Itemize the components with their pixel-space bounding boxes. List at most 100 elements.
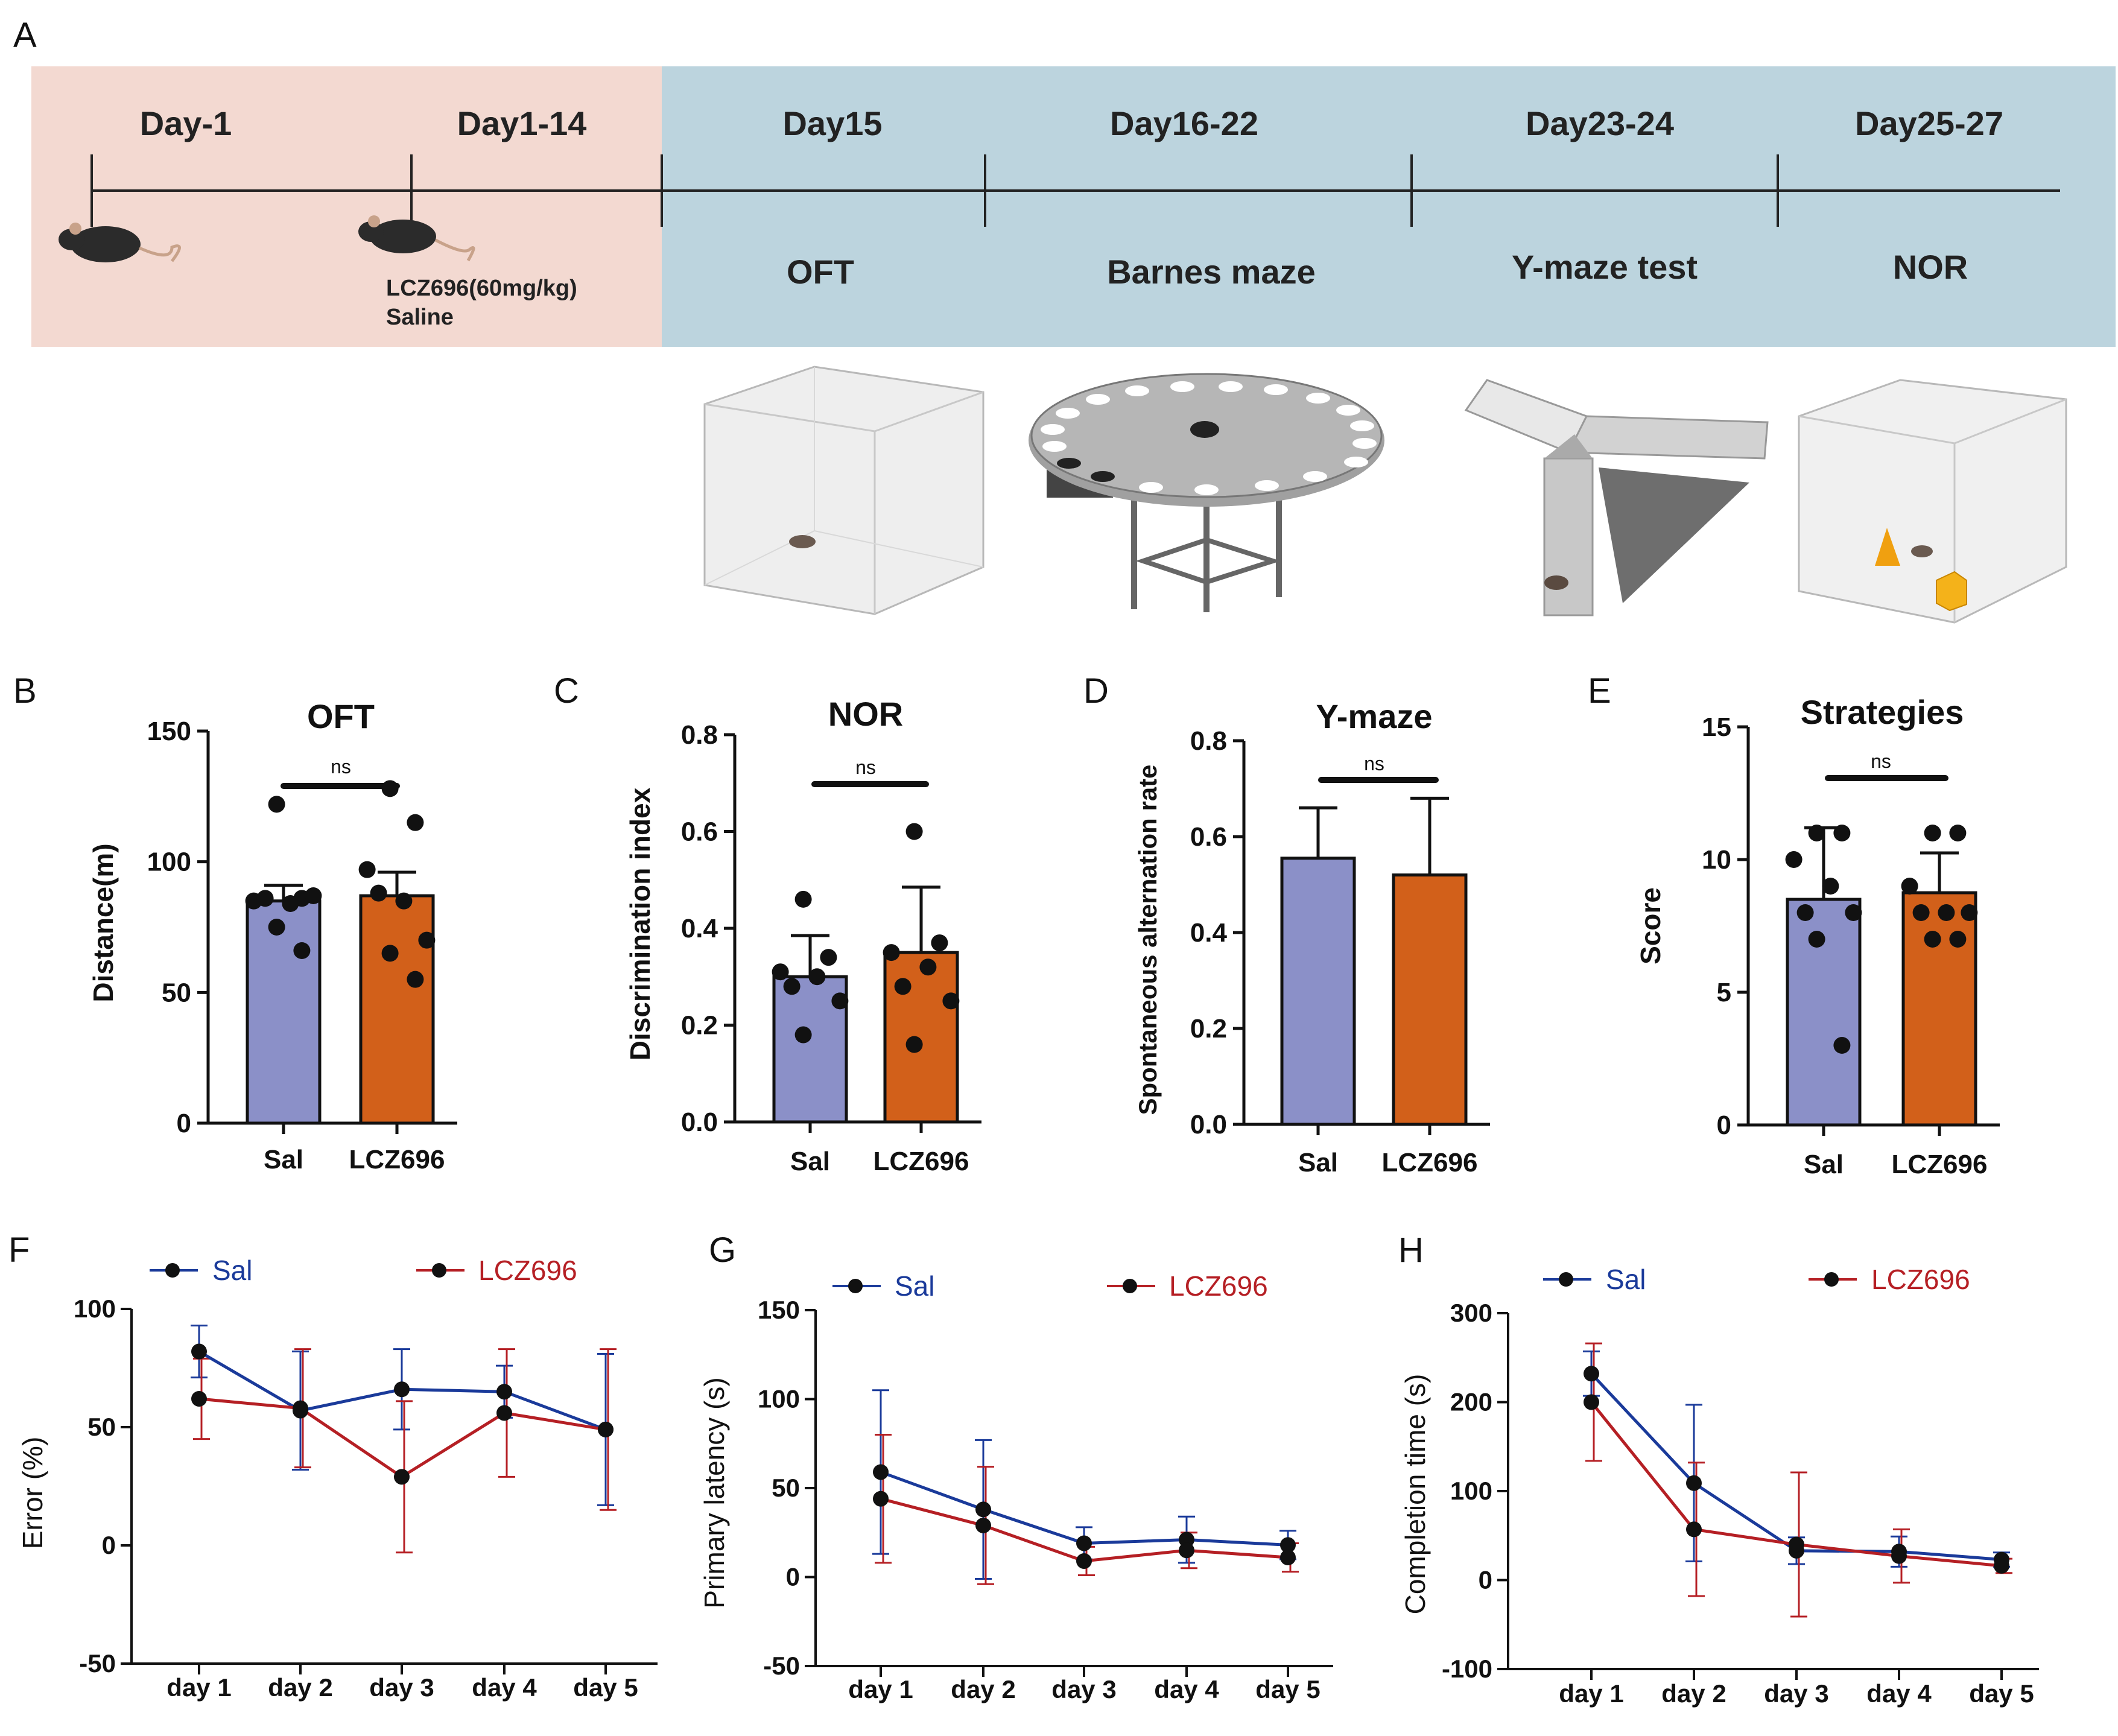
legend-label-lcz696: LCZ696	[1871, 1264, 1970, 1295]
test-label-oft: OFT	[787, 253, 854, 291]
timeline-day-label: Day15	[782, 104, 882, 142]
data-point	[394, 1381, 410, 1398]
timeline-day-label: Day1-14	[457, 104, 587, 142]
timeline-day-label: Day16-22	[1110, 104, 1258, 142]
data-point	[1796, 904, 1814, 921]
mouse-icon	[59, 223, 181, 262]
y-axis-label: Distance(m)	[87, 843, 119, 1002]
line-chart-completion-time: Completion time (s) Sal LCZ696 -100 0 100 2…	[1400, 1264, 2039, 1708]
data-point	[381, 945, 399, 962]
x-tick-label: day 5	[573, 1673, 638, 1702]
y-tick-label: 50	[87, 1413, 116, 1441]
open-field-box-icon	[703, 366, 984, 615]
x-tick-label: LCZ696	[874, 1147, 969, 1176]
bar-chart-ymaze: Y-maze Spontaneous alternation rate Sal …	[1134, 697, 1490, 1177]
data-point	[305, 887, 322, 904]
data-point	[1076, 1535, 1092, 1551]
bar-lcz696	[883, 951, 959, 1124]
legend-marker	[1824, 1272, 1839, 1287]
y-tick-label: 50	[162, 978, 191, 1007]
x-tick-label: day 1	[848, 1675, 913, 1703]
data-point	[191, 1390, 207, 1407]
legend-label-sal: Sal	[1606, 1264, 1646, 1295]
data-point	[1822, 878, 1839, 895]
y-tick-label: 0.4	[681, 914, 718, 943]
data-point	[1785, 851, 1803, 868]
data-point	[1949, 825, 1967, 841]
data-point	[1924, 931, 1941, 948]
data-point	[772, 963, 789, 981]
y-tick-label: 0.0	[681, 1107, 718, 1137]
timeline-day-label: Day23-24	[1526, 104, 1674, 142]
x-tick-label: day 5	[1969, 1679, 2034, 1708]
x-tick-label: Sal	[1804, 1150, 1844, 1179]
bar-lcz696	[1392, 873, 1468, 1126]
nor-box-icon	[1798, 379, 2067, 624]
x-tick-label: LCZ696	[1382, 1148, 1478, 1177]
data-point	[293, 942, 311, 959]
data-point	[358, 861, 376, 878]
bar-sal	[246, 899, 322, 1125]
timeline-ticks	[90, 154, 1779, 227]
treatment-control-label: Saline	[386, 305, 454, 330]
panel-label-c: C	[554, 671, 579, 711]
data-point	[975, 1501, 991, 1518]
data-point	[919, 958, 937, 976]
data-point	[598, 1421, 614, 1437]
y-tick-label: 100	[758, 1385, 800, 1413]
x-tick-label: day 2	[951, 1675, 1015, 1703]
y-tick-label: 300	[1450, 1299, 1492, 1327]
y-tick-label: 5	[1717, 978, 1731, 1007]
data-point	[1808, 931, 1825, 948]
panel-label-g: G	[709, 1231, 736, 1270]
y-tick-label: 0.6	[681, 817, 718, 847]
data-point	[394, 1469, 410, 1485]
legend-marker	[1123, 1279, 1137, 1293]
data-point	[1686, 1475, 1702, 1491]
data-point	[931, 934, 948, 952]
test-label-nor: NOR	[1893, 248, 1968, 286]
chart-title: Strategies	[1801, 693, 1964, 731]
data-point	[905, 1036, 923, 1053]
data-point	[975, 1517, 991, 1533]
chart-title: NOR	[828, 695, 903, 733]
y-tick-label: -100	[1442, 1655, 1492, 1683]
y-tick-label: 100	[74, 1294, 116, 1323]
x-tick-label: day 3	[1764, 1679, 1828, 1708]
x-tick-label: day 4	[472, 1673, 537, 1702]
data-point	[1891, 1548, 1907, 1564]
x-tick-label: day 3	[1051, 1675, 1116, 1703]
data-point	[191, 1343, 207, 1360]
y-tick-label: 0.8	[681, 720, 718, 750]
data-point	[293, 1400, 308, 1416]
data-point	[1901, 878, 1918, 895]
data-point	[794, 1026, 812, 1044]
y-tick-label: 0	[1479, 1566, 1492, 1594]
x-tick-label: day 5	[1255, 1675, 1320, 1703]
data-point	[407, 971, 424, 988]
data-point	[1924, 825, 1941, 841]
timeline-testing-band	[662, 66, 2116, 347]
bar-lcz696	[1901, 891, 1977, 1127]
significance-label: ns	[331, 756, 351, 778]
mouse-icon	[358, 215, 475, 262]
x-tick-label: day 4	[1866, 1679, 1932, 1708]
data-point	[1584, 1394, 1599, 1410]
data-point	[418, 931, 436, 949]
y-axis-label: Discrimination index	[624, 787, 656, 1060]
x-tick-label: LCZ696	[1892, 1150, 1988, 1179]
test-label-ymaze: Y-maze test	[1512, 248, 1698, 286]
y-tick-label: 0.6	[1190, 822, 1227, 852]
data-point	[395, 892, 413, 910]
y-maze-icon	[1464, 379, 1769, 616]
panel-label-f: F	[8, 1231, 30, 1270]
x-tick-label: Sal	[790, 1147, 830, 1176]
legend-marker	[848, 1279, 863, 1293]
data-point	[268, 919, 285, 936]
data-point	[268, 796, 285, 813]
x-tick-label: Sal	[1298, 1148, 1338, 1177]
y-tick-label: 0.4	[1190, 918, 1228, 948]
line-chart-primary-latency: Primary latency (s) Sal LCZ696 -50 0 50 100…	[699, 1270, 1333, 1703]
legend-label-sal: Sal	[212, 1255, 252, 1286]
data-point	[407, 814, 424, 831]
